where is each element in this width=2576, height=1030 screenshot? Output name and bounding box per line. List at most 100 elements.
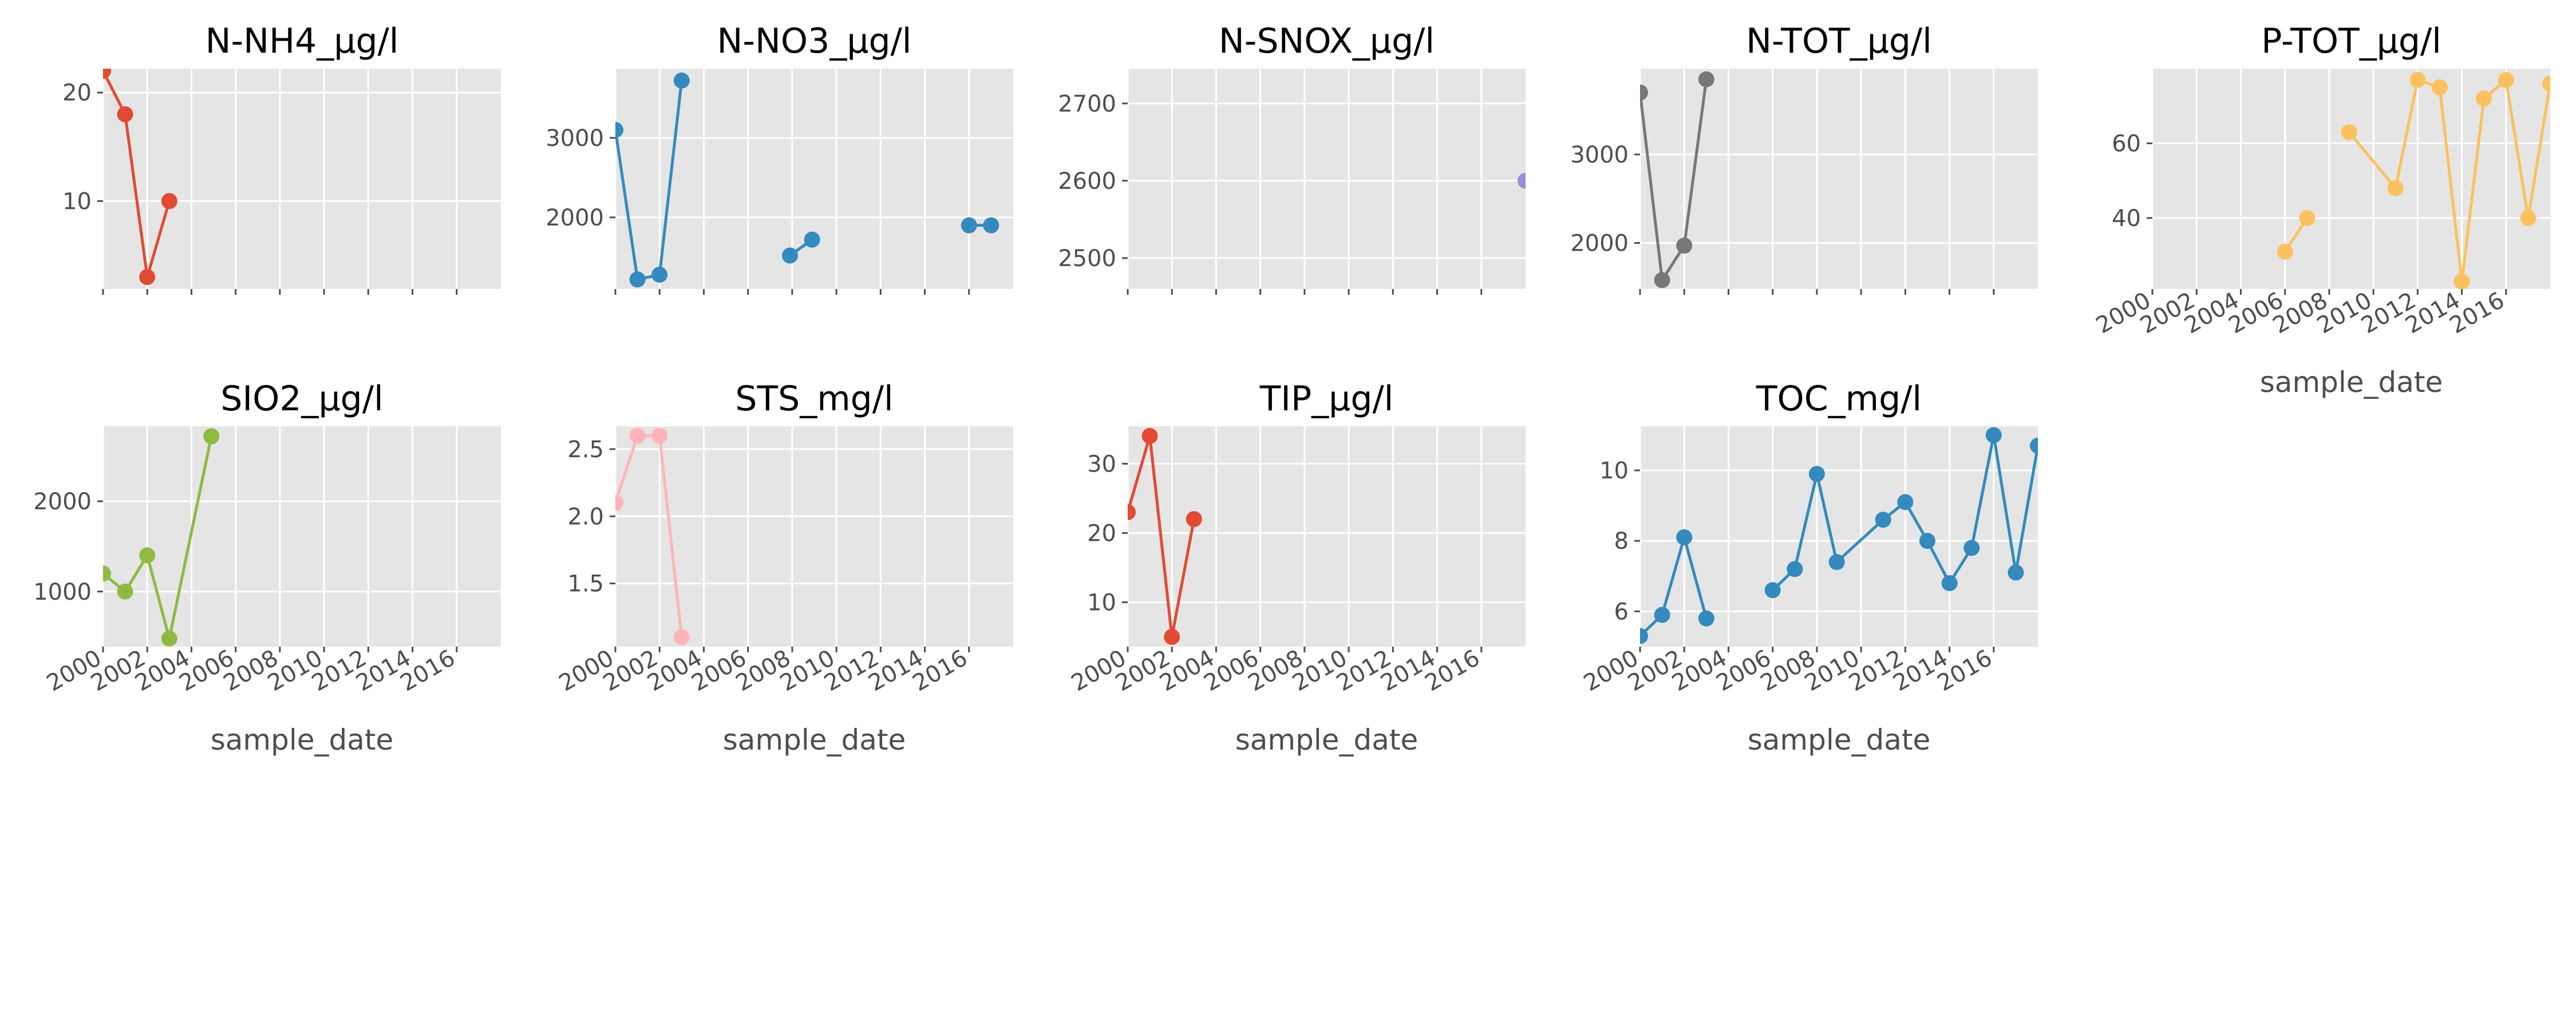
series-line (1128, 434, 1196, 639)
y-tick-label: 20 (1087, 520, 1116, 546)
series-group (2277, 72, 2550, 289)
data-point (615, 122, 623, 138)
x-axis-label: sample_date (211, 723, 394, 756)
y-tick-label: 2000 (546, 205, 604, 231)
y-tick-label: 2500 (1058, 245, 1116, 272)
data-point (1654, 607, 1670, 623)
subplot-title: TOC_mg/l (1756, 379, 1922, 419)
series-group (103, 69, 177, 286)
subplot-title: TIP_µg/l (1259, 379, 1394, 419)
data-point (139, 269, 156, 286)
y-tick-label: 3000 (1570, 142, 1629, 168)
series-group (1128, 427, 1202, 645)
subplot-title: N-TOT_µg/l (1746, 21, 1932, 61)
data-point (961, 217, 977, 233)
y-tick-label: 2.5 (567, 437, 604, 463)
data-point (1141, 427, 1158, 444)
data-point (1698, 71, 1714, 88)
data-point (161, 630, 177, 647)
data-point (117, 106, 133, 122)
data-point (1764, 582, 1781, 599)
y-tick-label: 8 (1614, 528, 1629, 554)
plot-area (1640, 426, 2038, 647)
data-point (1654, 272, 1670, 288)
series-group (615, 427, 690, 645)
y-tick-label: 10 (62, 188, 92, 215)
data-point (1963, 540, 1980, 556)
data-point (1828, 554, 1845, 571)
data-point (2498, 72, 2514, 88)
x-axis-label: sample_date (1748, 723, 1931, 756)
y-tick-label: 60 (2112, 131, 2141, 157)
data-point (1164, 629, 1180, 645)
subplot-title: SIO2_µg/l (220, 379, 383, 419)
data-point (103, 69, 111, 79)
data-point (1919, 533, 1935, 549)
x-axis-label: sample_date (2260, 366, 2443, 399)
subplot-title: STS_mg/l (735, 379, 893, 419)
series-line (1640, 536, 1708, 637)
y-tick-label: 3000 (546, 125, 604, 152)
data-point (615, 494, 623, 511)
subplot-title: N-NO3_µg/l (717, 21, 912, 61)
plot-area (615, 69, 1013, 289)
data-point (1676, 237, 1693, 254)
y-tick-label: 20 (62, 80, 92, 106)
y-tick-label: 2700 (1058, 91, 1116, 117)
data-point (983, 217, 999, 233)
data-point (2476, 90, 2492, 107)
data-point (2008, 564, 2024, 581)
plot-area (615, 426, 1013, 647)
plot-area (103, 69, 501, 289)
data-point (1897, 494, 1914, 510)
subplot-1: 10 20 N-NH4_µg/l (62, 21, 501, 295)
data-point (1640, 84, 1648, 101)
data-point (1518, 172, 1526, 189)
data-point (804, 231, 820, 248)
series-group (1640, 427, 2038, 644)
y-tick-label: 2600 (1058, 168, 1116, 195)
data-point (1128, 504, 1136, 521)
y-tick-label: 6 (1614, 599, 1629, 625)
data-point (1985, 427, 2002, 443)
subplot-2: 2000 3000 N-NO3_µg/l (546, 21, 1013, 295)
data-point (1640, 628, 1648, 644)
data-point (2387, 180, 2404, 196)
subplot-3: 2500 2600 2700 N-SNOX_µg/l (1058, 21, 1526, 295)
plot-area (103, 426, 501, 647)
y-tick-label: 2000 (1570, 231, 1629, 257)
series-group (1640, 71, 1714, 288)
data-point (1808, 466, 1825, 482)
plot-area (1640, 69, 2038, 289)
series-line (103, 70, 171, 279)
data-point (2341, 124, 2357, 140)
series-line (1640, 79, 1708, 282)
data-point (629, 271, 646, 288)
data-point (782, 247, 798, 264)
series-group (103, 428, 220, 647)
plot-area (1128, 426, 1526, 647)
subplot-4: 2000 3000 N-TOT_µg/l (1570, 21, 2038, 295)
data-point (2431, 79, 2448, 96)
x-axis-label: sample_date (1235, 723, 1419, 756)
subplot-title: N-SNOX_µg/l (1219, 21, 1435, 61)
data-point (103, 565, 111, 582)
y-tick-label: 2.0 (567, 504, 604, 530)
plot-area (1128, 69, 1526, 289)
subplot-8: 1020302000200220042006200820102012201420… (1067, 379, 1526, 756)
data-point (117, 583, 133, 600)
y-tick-label: 2000 (33, 489, 92, 515)
data-point (203, 428, 220, 445)
subplot-5: 4060200020022004200620082010201220142016… (2092, 21, 2550, 399)
y-tick-label: 1.5 (567, 571, 604, 597)
data-point (1186, 511, 1202, 528)
subplot-title: N-NH4_µg/l (206, 21, 399, 61)
data-point (2542, 76, 2550, 92)
y-tick-label: 10 (1087, 590, 1116, 616)
data-point (2453, 273, 2470, 289)
y-tick-label: 10 (1599, 458, 1629, 484)
data-point (1787, 561, 1803, 577)
subplot-title: P-TOT_µg/l (2261, 21, 2441, 61)
data-point (673, 629, 690, 645)
